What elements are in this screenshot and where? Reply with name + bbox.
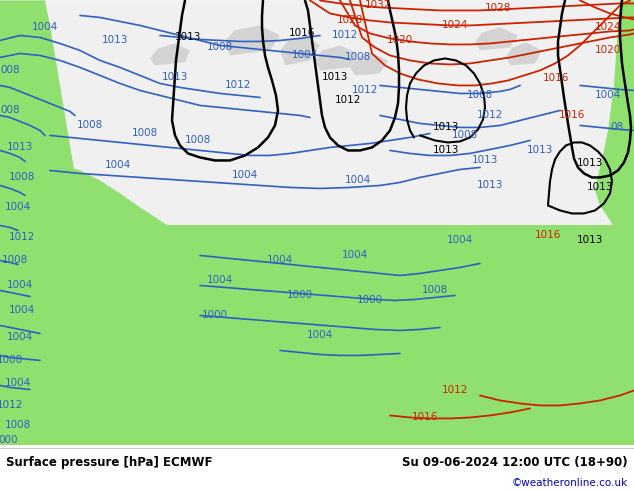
Text: 1013: 1013 bbox=[102, 35, 128, 46]
Text: 1012: 1012 bbox=[477, 110, 503, 121]
Text: 1013: 1013 bbox=[162, 73, 188, 82]
Text: 1008: 1008 bbox=[422, 286, 448, 295]
Text: 1004: 1004 bbox=[232, 171, 258, 180]
Text: 1004: 1004 bbox=[342, 250, 368, 261]
Polygon shape bbox=[506, 43, 542, 66]
Text: 1000: 1000 bbox=[202, 311, 228, 320]
Text: 1032: 1032 bbox=[365, 0, 391, 10]
Text: 1004: 1004 bbox=[345, 175, 371, 185]
Text: 1004: 1004 bbox=[5, 202, 31, 213]
Text: 08: 08 bbox=[611, 122, 624, 132]
Polygon shape bbox=[350, 52, 388, 75]
Polygon shape bbox=[580, 0, 634, 245]
Text: 1004: 1004 bbox=[292, 50, 318, 60]
Text: 008: 008 bbox=[0, 66, 20, 75]
Text: 1028: 1028 bbox=[485, 3, 511, 13]
Text: 1016: 1016 bbox=[289, 28, 315, 38]
Text: 1008: 1008 bbox=[9, 172, 35, 182]
Text: 1008: 1008 bbox=[132, 128, 158, 139]
Text: 1008: 1008 bbox=[2, 255, 28, 266]
Text: Su 09-06-2024 12:00 UTC (18+90): Su 09-06-2024 12:00 UTC (18+90) bbox=[402, 456, 628, 469]
Text: 1008: 1008 bbox=[5, 420, 31, 430]
Text: 1012: 1012 bbox=[0, 400, 23, 411]
Text: 1008: 1008 bbox=[467, 91, 493, 100]
Text: 1013: 1013 bbox=[477, 180, 503, 191]
Text: 1008: 1008 bbox=[77, 121, 103, 130]
Polygon shape bbox=[280, 35, 320, 66]
Text: 1016: 1016 bbox=[535, 230, 561, 241]
Text: 1004: 1004 bbox=[7, 280, 33, 291]
Text: 1028: 1028 bbox=[337, 16, 363, 25]
Text: 008: 008 bbox=[0, 105, 20, 116]
Polygon shape bbox=[0, 0, 634, 445]
Text: 1004: 1004 bbox=[9, 305, 35, 316]
Text: 1016: 1016 bbox=[412, 413, 438, 422]
Polygon shape bbox=[150, 44, 190, 66]
Polygon shape bbox=[0, 146, 634, 445]
Text: 1004: 1004 bbox=[7, 332, 33, 343]
Text: 1008: 1008 bbox=[345, 52, 371, 62]
Text: 1004: 1004 bbox=[207, 275, 233, 286]
Text: 1024: 1024 bbox=[442, 21, 468, 30]
Text: 1012: 1012 bbox=[335, 96, 361, 105]
Text: 1004: 1004 bbox=[447, 236, 473, 245]
Text: 000: 000 bbox=[0, 436, 18, 445]
Text: 1020: 1020 bbox=[595, 46, 621, 55]
Text: 1004: 1004 bbox=[32, 23, 58, 32]
Text: 1013: 1013 bbox=[175, 32, 201, 43]
Text: 1008: 1008 bbox=[452, 130, 478, 141]
Text: 1013: 1013 bbox=[587, 182, 613, 193]
Polygon shape bbox=[0, 0, 634, 316]
Polygon shape bbox=[315, 46, 358, 71]
Text: 1013: 1013 bbox=[7, 143, 33, 152]
Text: 1012: 1012 bbox=[225, 80, 251, 91]
Text: 1004: 1004 bbox=[595, 91, 621, 100]
Polygon shape bbox=[0, 0, 120, 445]
Text: 1013: 1013 bbox=[472, 155, 498, 166]
Text: 1012: 1012 bbox=[442, 386, 468, 395]
Text: 1008: 1008 bbox=[0, 355, 23, 366]
Text: 1012: 1012 bbox=[352, 85, 378, 96]
Bar bbox=[0, 225, 634, 445]
Polygon shape bbox=[225, 25, 280, 55]
Text: 1004: 1004 bbox=[307, 330, 333, 341]
Text: 1013: 1013 bbox=[433, 122, 459, 132]
Text: 1013: 1013 bbox=[577, 236, 603, 245]
Text: 1008: 1008 bbox=[185, 135, 211, 146]
Text: 1020: 1020 bbox=[387, 35, 413, 46]
Text: 1013: 1013 bbox=[527, 146, 553, 155]
Text: 1024: 1024 bbox=[595, 23, 621, 32]
Text: 1013: 1013 bbox=[433, 146, 459, 155]
Text: 1000: 1000 bbox=[287, 291, 313, 300]
Text: 1012: 1012 bbox=[9, 232, 36, 243]
Text: ©weatheronline.co.uk: ©weatheronline.co.uk bbox=[512, 478, 628, 489]
Text: 1004: 1004 bbox=[5, 378, 31, 389]
Text: 1008: 1008 bbox=[207, 43, 233, 52]
Text: 1013: 1013 bbox=[322, 73, 348, 82]
Text: 1004: 1004 bbox=[267, 255, 293, 266]
Text: 1004: 1004 bbox=[105, 160, 131, 171]
Text: 1012: 1012 bbox=[332, 30, 358, 41]
Text: 1016: 1016 bbox=[559, 110, 585, 121]
Text: Surface pressure [hPa] ECMWF: Surface pressure [hPa] ECMWF bbox=[6, 456, 213, 469]
Text: 1016: 1016 bbox=[543, 74, 569, 83]
Polygon shape bbox=[475, 27, 518, 50]
Text: 1013: 1013 bbox=[577, 158, 603, 169]
Text: 1000: 1000 bbox=[357, 295, 383, 305]
